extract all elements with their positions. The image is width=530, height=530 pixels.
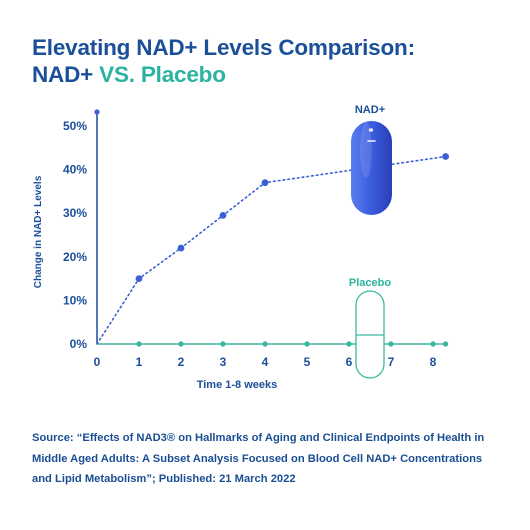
x-tick-label: 5 <box>304 355 311 369</box>
y-tick-label: 0% <box>70 337 88 351</box>
placebo-data-point <box>346 341 352 347</box>
x-tick-label: 6 <box>346 355 353 369</box>
placebo-data-point <box>304 341 310 347</box>
x-tick-label: 8 <box>430 355 437 369</box>
title-placebo-part: VS. Placebo <box>93 62 226 87</box>
x-tick-label: 1 <box>136 355 143 369</box>
x-tick-labels: 0 1 2 3 4 5 6 7 8 <box>94 355 437 369</box>
y-tick-labels: 0% 10% 20% 30% 40% 50% <box>63 119 87 351</box>
nad-series-line <box>96 155 447 345</box>
x-tick-label: 3 <box>220 355 227 369</box>
y-tick-label: 20% <box>63 250 87 264</box>
nad-legend-label: NAD+ <box>355 104 385 116</box>
series-layer <box>96 153 449 347</box>
y-tick-label: 10% <box>63 293 87 307</box>
placebo-legend-label: Placebo <box>349 277 391 289</box>
x-tick-label: 0 <box>94 355 101 369</box>
y-tick-label: 30% <box>63 206 87 220</box>
y-tick-label: 40% <box>63 163 87 177</box>
x-tick-label: 2 <box>178 355 185 369</box>
x-axis-label: Time 1-8 weeks <box>197 379 278 391</box>
nad-data-point <box>177 244 185 252</box>
y-axis-label: Change in NAD+ Levels <box>33 175 44 288</box>
placebo-data-point <box>220 341 226 347</box>
source-note: Source: “Effects of NAD3® on Hallmarks o… <box>32 432 485 485</box>
placebo-data-point <box>430 341 436 347</box>
y-tick-label: 50% <box>63 119 87 133</box>
x-tick-label: 7 <box>388 355 395 369</box>
title-line-1: Elevating NAD+ Levels Comparison: <box>32 35 415 60</box>
nad-capsule-icon <box>351 121 392 215</box>
axes <box>94 109 100 344</box>
nad-data-point <box>261 179 269 187</box>
placebo-capsule-icon <box>355 290 385 379</box>
placebo-data-point <box>262 341 268 347</box>
placebo-data-point <box>178 341 184 347</box>
chart-title: Elevating NAD+ Levels Comparison: NAD+ V… <box>32 34 512 88</box>
placebo-data-point <box>388 341 394 347</box>
placebo-data-point <box>136 341 142 347</box>
placebo-data-point <box>442 341 449 347</box>
y-axis-end-dot <box>94 109 100 115</box>
nad-data-point <box>219 211 227 219</box>
nad-data-point <box>442 153 449 160</box>
nad-data-point <box>135 275 143 282</box>
x-tick-label: 4 <box>262 355 269 369</box>
title-nad-part: NAD+ <box>32 62 94 87</box>
